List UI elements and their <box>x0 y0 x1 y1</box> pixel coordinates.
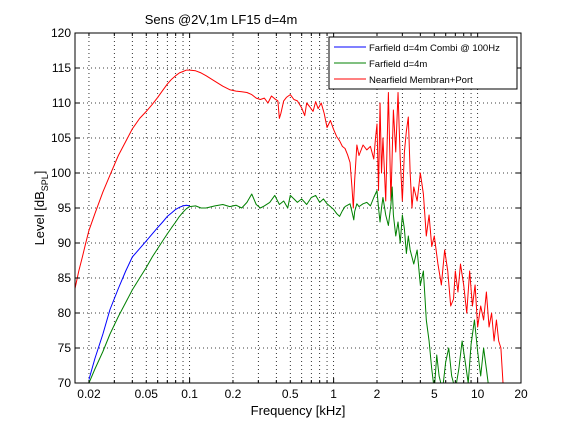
y-axis-label: Level [dBSPL] <box>32 171 50 246</box>
x-tick-label: 1 <box>330 387 337 401</box>
y-tick-label: 120 <box>51 26 71 40</box>
y-axis-label-main: Level [dB <box>32 191 47 245</box>
x-axis-label: Frequency [kHz] <box>251 403 346 418</box>
y-tick-label: 85 <box>58 271 72 285</box>
series-line-1 <box>88 186 489 383</box>
series-line-2 <box>75 69 504 383</box>
y-tick-label: 80 <box>58 306 72 320</box>
y-tick-label: 105 <box>51 131 71 145</box>
x-tick-label: 0.02 <box>77 387 101 401</box>
y-tick-label: 100 <box>51 166 71 180</box>
x-tick-label: 5 <box>431 387 438 401</box>
x-tick-label: 0.05 <box>135 387 159 401</box>
y-tick-label: 70 <box>58 376 72 390</box>
y-tick-label: 75 <box>58 341 72 355</box>
y-tick-label: 90 <box>58 236 72 250</box>
x-tick-label: 0.1 <box>181 387 198 401</box>
legend-label-farfield: Farfield d=4m <box>369 59 427 70</box>
x-tick-label: 10 <box>471 387 485 401</box>
y-tick-label: 95 <box>58 201 72 215</box>
y-axis-label-end: ] <box>32 171 47 175</box>
axis-ticks: 0.02 0.05 0.1 0.2 0.5 1 2 5 10 20 70 75 80 85 90 95 100 1… <box>51 26 528 401</box>
plot-area <box>75 33 521 383</box>
legend: Farfield d=4m Combi @ 100Hz Farfield d=4… <box>328 36 518 90</box>
x-tick-label: 20 <box>514 387 528 401</box>
legend-label-nearfield: Nearfield Membran+Port <box>369 75 473 86</box>
y-tick-label: 115 <box>52 61 71 75</box>
series-layer <box>75 69 504 383</box>
x-tick-label: 0.5 <box>282 387 299 401</box>
chart-title: Sens @2V,1m LF15 d=4m <box>145 12 298 27</box>
legend-label-combi: Farfield d=4m Combi @ 100Hz <box>369 43 500 54</box>
x-tick-label: 2 <box>374 387 381 401</box>
y-axis-label-subscript: SPL <box>40 174 50 191</box>
y-tick-label: 110 <box>52 96 71 110</box>
series-line-0 <box>88 204 190 380</box>
x-tick-label: 0.2 <box>225 387 242 401</box>
